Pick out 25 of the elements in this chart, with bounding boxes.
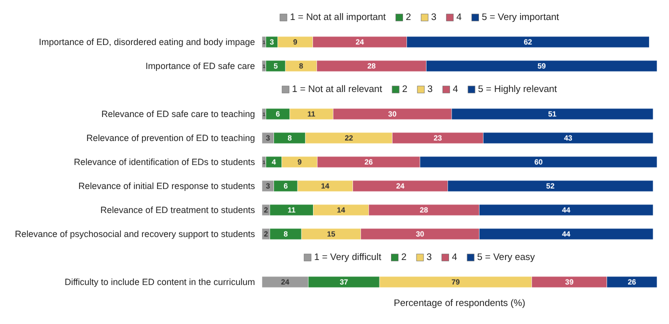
legend-label: 2 <box>406 12 412 23</box>
y-tick-label: Relevance of prevention of ED to teaching <box>86 132 255 143</box>
y-tick-label: Relevance of ED safe care to teaching <box>101 108 255 119</box>
y-tick-label: Relevance of initial ED response to students <box>78 180 256 191</box>
legend-label: 2 <box>402 84 408 95</box>
legend-label: 1 = Not at all relevant <box>292 84 382 95</box>
legend-label: 3 <box>427 84 433 95</box>
y-tick-label: Importance of ED safe care <box>145 60 255 71</box>
legend-label: 5 = Highly relevant <box>478 84 558 95</box>
legend-label: 3 <box>426 252 432 263</box>
legend-label: 3 <box>431 12 436 23</box>
legend-label: 5 = Very easy <box>477 252 536 263</box>
legend-label: 1 = Very difficult <box>314 252 382 263</box>
x-axis-title: Percentage of respondents (%) <box>394 298 526 309</box>
legend-label: 4 <box>456 12 462 23</box>
legend-label: 2 <box>401 252 407 263</box>
legend-label: 5 = Very important <box>482 12 560 23</box>
y-tick-label: Relevance of ED treatment to students <box>100 204 256 215</box>
y-tick-label: Difficulty to include ED content in the curriculum <box>64 276 255 287</box>
y-tick-label: Importance of ED, disordered eating and body impage <box>38 36 255 47</box>
legend-label: 4 <box>452 252 458 263</box>
y-tick-label: Relevance of psychosocial and recovery support to students <box>14 228 256 239</box>
legend-label: 4 <box>452 84 458 95</box>
legend-label: 1 = Not at all important <box>290 12 386 23</box>
y-tick-label: Relevance of identification of EDs to students <box>74 156 256 167</box>
